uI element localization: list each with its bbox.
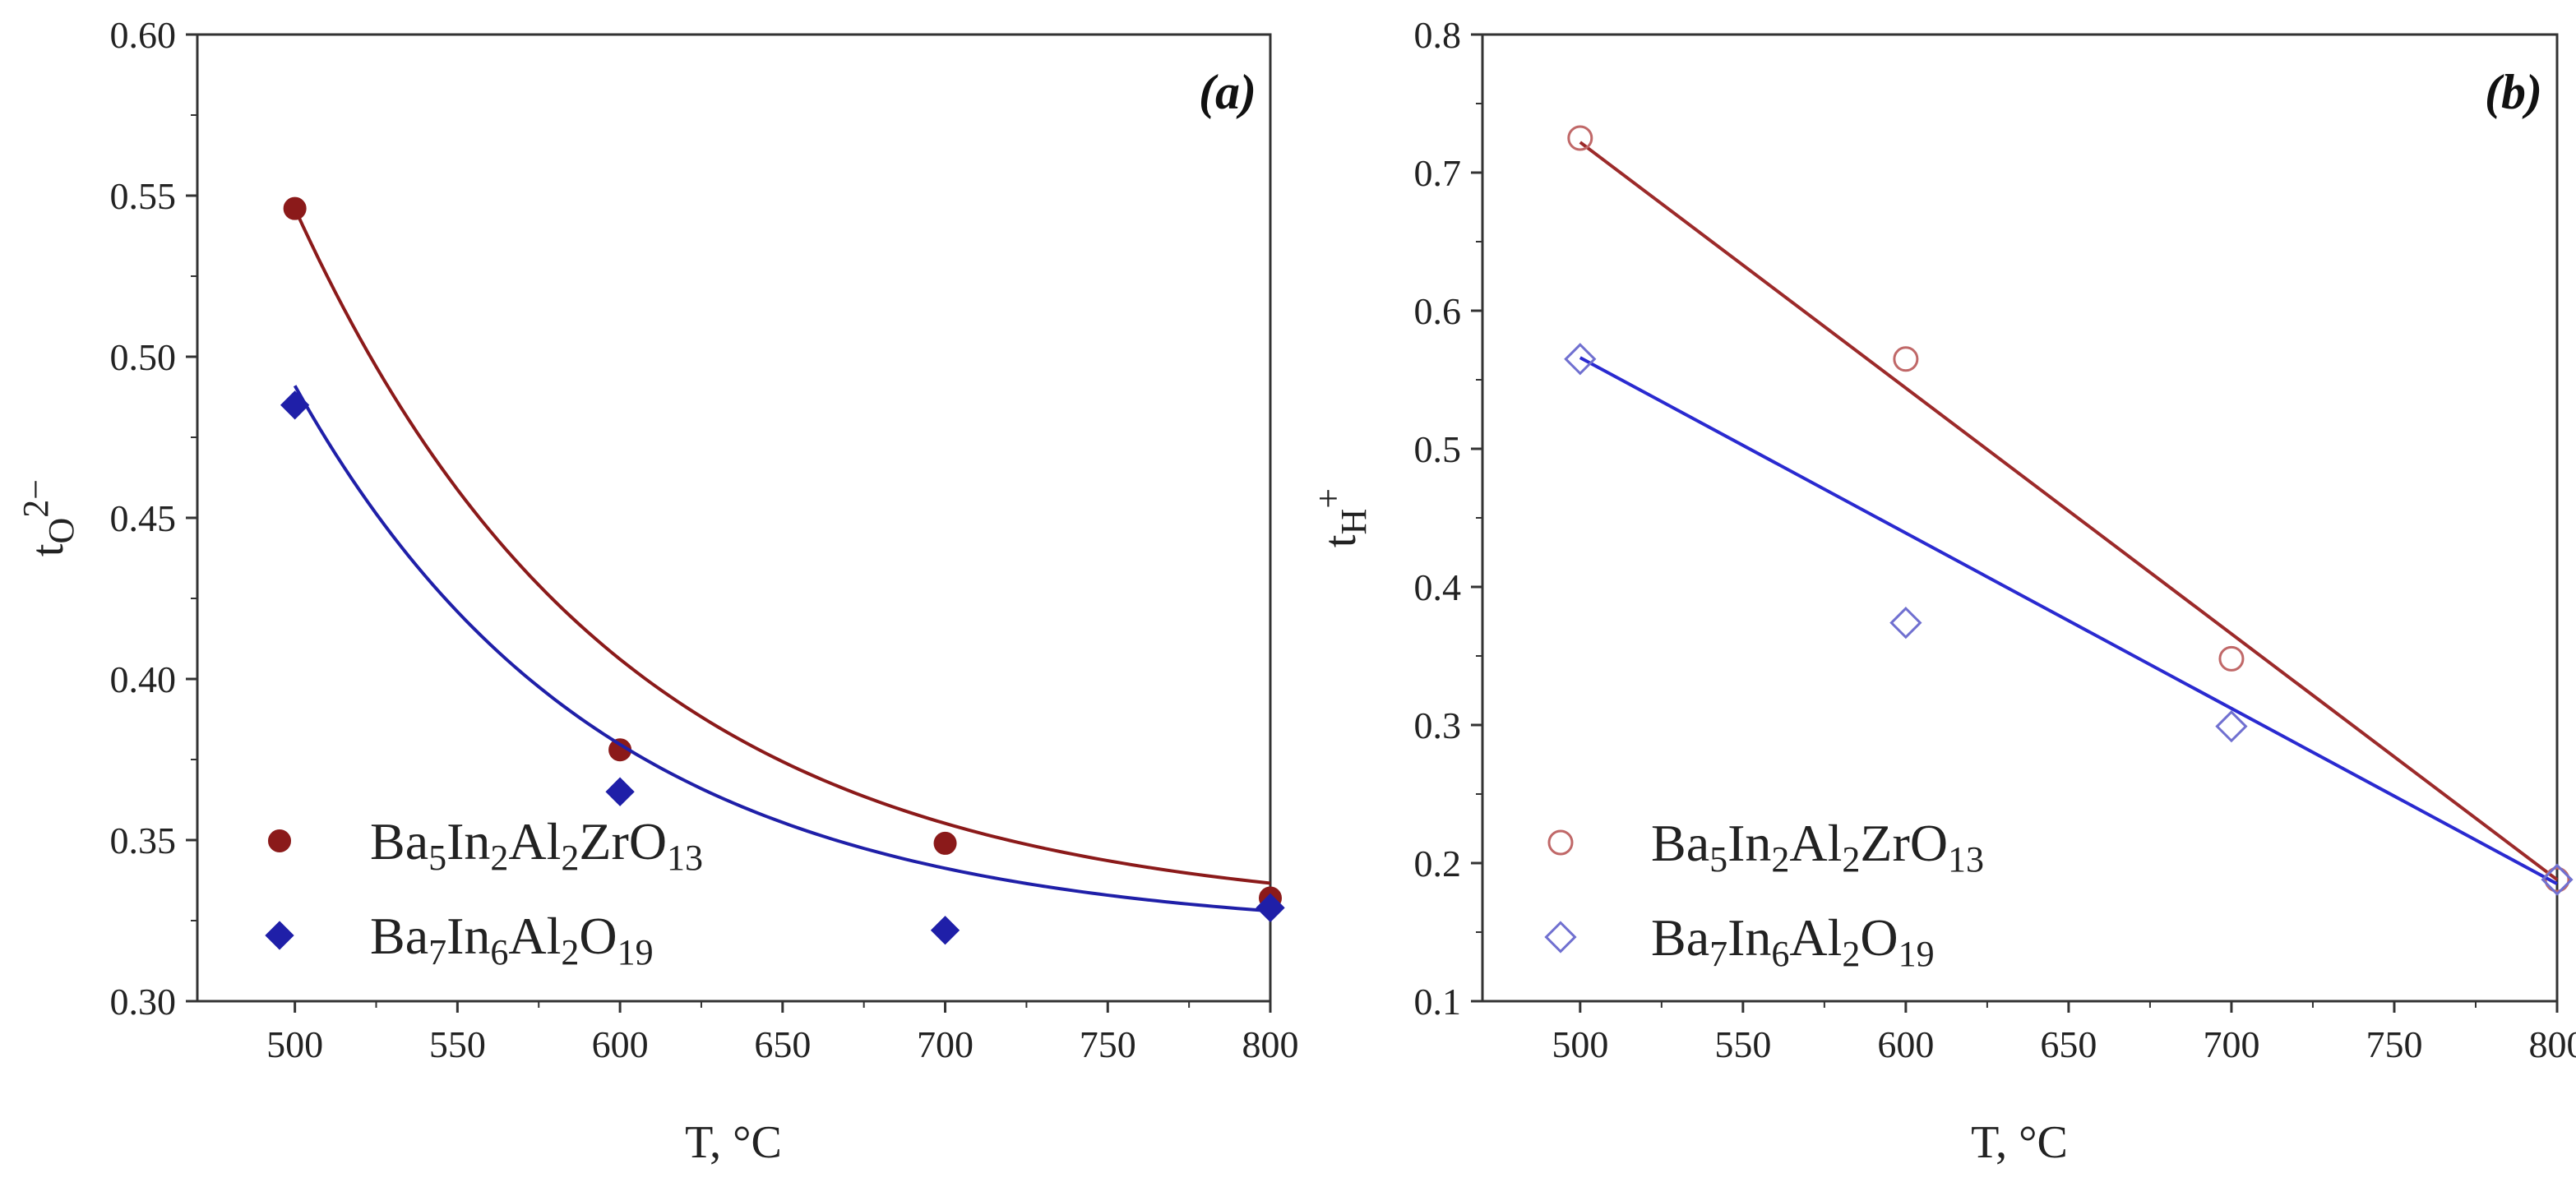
y-tick-label: 0.5 — [1414, 428, 1462, 470]
data-point — [2215, 710, 2248, 743]
x-tick-label: 750 — [1080, 1023, 1136, 1065]
panel-label: (a) — [1199, 65, 1256, 119]
data-point — [933, 831, 957, 855]
x-tick-label: 700 — [2203, 1023, 2259, 1065]
legend-marker — [268, 829, 291, 852]
x-tick-label: 500 — [1552, 1023, 1608, 1065]
x-tick-label: 650 — [2040, 1023, 2097, 1065]
y-tick-label: 0.6 — [1414, 290, 1462, 332]
y-tick-label: 0.60 — [110, 14, 177, 56]
data-point — [605, 777, 635, 806]
legend-label: Ba7In6Al2O19 — [1651, 908, 1935, 974]
x-tick-label: 750 — [2366, 1023, 2422, 1065]
y-tick-label: 0.30 — [110, 981, 177, 1023]
data-point — [280, 390, 310, 420]
legend-label: Ba5In2Al2ZrO13 — [1651, 814, 1984, 880]
x-tick-label: 600 — [592, 1023, 649, 1065]
x-tick-label: 500 — [266, 1023, 323, 1065]
y-tick-label: 0.35 — [110, 820, 177, 861]
fit-line — [293, 385, 1271, 913]
data-point — [1564, 343, 1597, 376]
x-tick-label: 550 — [1714, 1023, 1771, 1065]
data-point — [2544, 866, 2570, 893]
plot-frame — [1481, 33, 2559, 1003]
y-tick-label: 0.40 — [110, 658, 177, 700]
legend-marker — [265, 921, 294, 950]
data-point — [2541, 863, 2574, 896]
x-tick-label: 550 — [429, 1023, 486, 1065]
y-tick-label: 0.7 — [1414, 152, 1462, 194]
legend-label: Ba5In2Al2ZrO13 — [370, 812, 703, 878]
data-point — [1893, 346, 1919, 372]
x-axis-label: T, °C — [685, 1117, 782, 1168]
y-tick-label: 0.8 — [1414, 14, 1462, 56]
data-point — [283, 196, 307, 220]
y-tick-label: 0.2 — [1414, 843, 1462, 884]
x-tick-label: 700 — [917, 1023, 974, 1065]
panel-label: (b) — [2485, 65, 2542, 119]
data-point — [1256, 893, 1285, 922]
x-tick-label: 600 — [1877, 1023, 1934, 1065]
fit-line — [293, 207, 1271, 885]
data-point — [930, 916, 960, 945]
x-tick-label: 800 — [1242, 1023, 1299, 1065]
fit-line — [1579, 356, 2558, 885]
data-point — [1567, 125, 1593, 151]
y-tick-label: 0.1 — [1414, 981, 1462, 1023]
chart-panel-a: 500 550 600 650 700 750 800 0.30 0.35 0.40 0.45 0.5… — [16, 14, 1298, 1168]
plot-frame — [196, 33, 1272, 1003]
y-axis-label: tH+ — [1308, 488, 1374, 547]
x-tick-label: 650 — [754, 1023, 811, 1065]
data-point — [2218, 645, 2245, 672]
y-tick-label: 0.3 — [1414, 704, 1462, 746]
x-tick-label: 800 — [2529, 1023, 2576, 1065]
x-axis-label: T, °C — [1971, 1117, 2068, 1168]
fit-line — [1579, 141, 2559, 881]
legend-marker — [1544, 921, 1577, 954]
legend-label: Ba7In6Al2O19 — [370, 907, 654, 972]
data-point — [1889, 607, 1922, 640]
legend-marker — [1547, 829, 1574, 856]
chart-panel-b: 500 550 600 650 700 750 800 0.1 0.2 0.3 0.4 0.5 0.6 0… — [1308, 14, 2576, 1168]
y-tick-label: 0.55 — [110, 175, 177, 217]
y-tick-label: 0.4 — [1414, 566, 1462, 608]
y-tick-label: 0.50 — [110, 336, 177, 378]
y-axis-label: tO2− — [16, 479, 81, 556]
y-tick-label: 0.45 — [110, 497, 177, 539]
